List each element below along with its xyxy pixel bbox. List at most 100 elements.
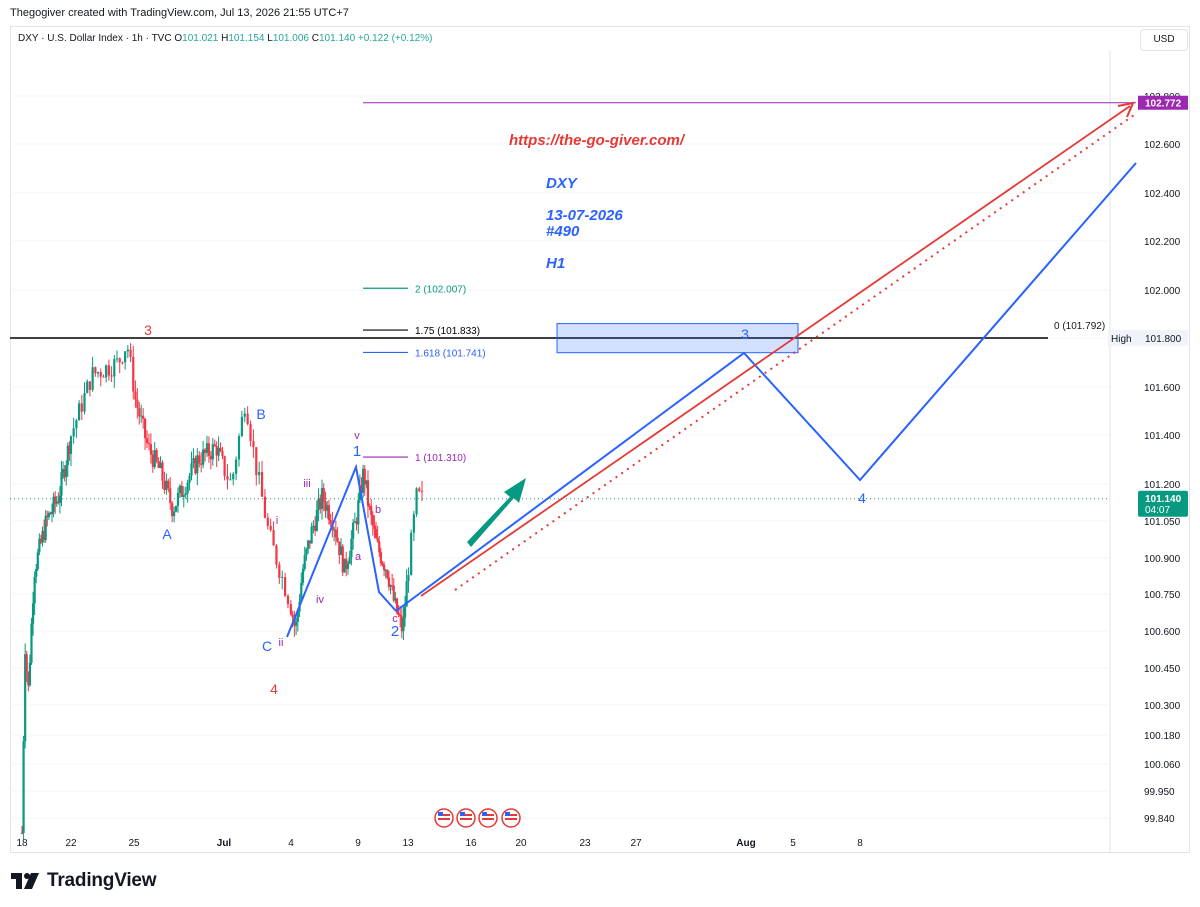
candle — [376, 525, 379, 543]
candle — [88, 381, 92, 397]
x-tick-label: 13 — [402, 838, 414, 849]
candle — [153, 442, 156, 469]
wave-label: A — [162, 526, 172, 542]
candle — [184, 486, 187, 499]
wave-path-projection — [395, 162, 1137, 612]
symbol-legend[interactable]: DXY · U.S. Dollar Index · 1h · TVC O101.… — [18, 33, 432, 44]
candle-body — [324, 501, 327, 511]
candle — [343, 558, 346, 573]
candle — [203, 447, 207, 462]
candle — [315, 500, 318, 532]
candle — [281, 570, 284, 590]
candle — [211, 437, 214, 466]
fib-label: 1 (101.310) — [415, 453, 466, 464]
candle — [237, 433, 241, 467]
x-tick-label: 5 — [790, 838, 796, 849]
candle — [115, 350, 119, 363]
candle — [27, 671, 30, 692]
candle-body — [345, 558, 348, 569]
candle-body — [27, 672, 30, 686]
wave-label: v — [354, 430, 360, 442]
candle — [80, 394, 83, 420]
candle-body — [296, 611, 299, 622]
high-line-label: 0 (101.792) — [1054, 321, 1105, 332]
wave-label: i — [276, 515, 278, 527]
x-tick-label: 23 — [579, 838, 591, 849]
candle-body — [24, 654, 27, 742]
candle — [391, 573, 394, 591]
annotations: https://the-go-giver.com/DXY 13-07-2026#4… — [509, 132, 686, 272]
candle-body — [339, 546, 343, 556]
candle — [415, 487, 418, 517]
candle — [33, 571, 36, 616]
y-tick-label: 100.900 — [1144, 554, 1181, 565]
candle-body — [368, 505, 371, 507]
candle-body — [312, 525, 315, 527]
candle — [118, 357, 121, 374]
symbol-name[interactable]: DXY · U.S. Dollar Index · 1h · TVC — [18, 33, 172, 44]
candle-body — [400, 616, 403, 632]
candle — [55, 496, 58, 507]
candle-body — [294, 621, 298, 626]
candle — [317, 488, 320, 522]
candle-body — [207, 443, 211, 456]
candle-body — [314, 525, 317, 531]
candle — [301, 563, 305, 586]
candle — [47, 511, 50, 520]
high-value-tag-bg — [1138, 330, 1188, 346]
candle-body — [91, 367, 94, 390]
candle-body — [211, 444, 214, 460]
tradingview-logo[interactable]: TradingView — [11, 870, 157, 892]
candle — [243, 407, 246, 423]
candle — [65, 460, 68, 486]
candle — [249, 420, 252, 447]
candle — [174, 505, 178, 513]
event-flag-canton — [460, 812, 465, 816]
candle-body — [186, 482, 189, 494]
candle-body — [80, 403, 83, 412]
candle-body — [366, 480, 370, 506]
candle-body — [22, 741, 25, 833]
candle — [186, 479, 189, 503]
candle — [99, 368, 102, 387]
candle — [223, 455, 226, 481]
candle — [226, 464, 229, 490]
candle-body — [232, 473, 235, 480]
candle-body — [102, 376, 105, 378]
candle-body — [307, 540, 310, 549]
wave-label: b — [375, 504, 381, 516]
candle — [39, 534, 43, 545]
candle — [188, 472, 191, 491]
candle-body — [30, 623, 33, 663]
candle — [132, 345, 135, 400]
candle — [300, 572, 303, 604]
candle — [293, 610, 296, 637]
candle-body — [178, 485, 182, 494]
x-tick-label: Jul — [217, 838, 232, 849]
candle — [134, 380, 137, 408]
candle — [363, 465, 366, 496]
close-value: 101.140 — [318, 33, 356, 44]
y-tick-label: 99.840 — [1144, 814, 1175, 825]
candle-body — [405, 580, 408, 607]
currency-button[interactable]: USD — [1140, 29, 1188, 51]
candle — [407, 567, 410, 593]
candle — [86, 379, 89, 394]
fib-label: 1.618 (101.741) — [415, 348, 486, 359]
candle-body — [381, 563, 384, 565]
event-flag-stripe — [482, 814, 494, 816]
candle — [392, 578, 395, 603]
x-tick-label: 27 — [630, 838, 642, 849]
candle-body — [382, 564, 386, 571]
candle-body — [68, 445, 71, 454]
open-value: 101.021 — [182, 33, 219, 44]
candle-body — [269, 525, 272, 531]
candle-body — [240, 416, 243, 437]
candle-body — [72, 428, 75, 437]
candle — [151, 450, 154, 473]
candle-body — [121, 362, 124, 364]
candle — [72, 417, 75, 444]
candle — [129, 343, 132, 362]
candle-body — [161, 462, 164, 481]
